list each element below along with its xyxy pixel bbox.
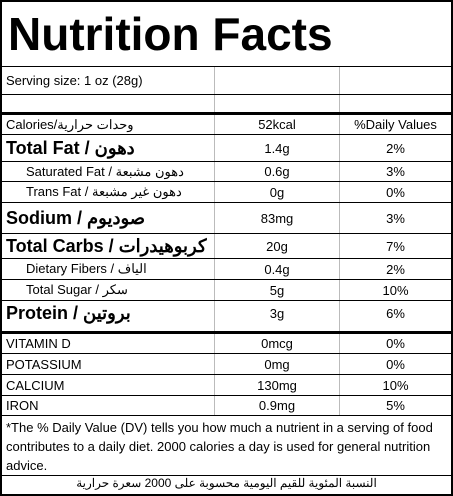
spacer-row [2,95,451,115]
amount: 83mg [215,203,340,233]
nutrient-name: Calories/وحدات حرارية [2,115,215,134]
daily-value: %Daily Values [354,117,437,132]
daily-value: 3% [386,164,405,179]
amount: 52kcal [215,115,340,134]
nutrient-name: Total Sugar / سكر [2,280,215,300]
daily-value: 7% [386,238,405,254]
amount: 0.4g [215,259,340,279]
nutrient-name: POTASSIUM [2,354,215,374]
amount: 0g [215,182,340,202]
nutrient-name: CALCIUM [2,375,215,395]
nutrient-row: Protein / بروتين 3g 6% [2,301,451,334]
nutrient-name: Protein / بروتين [2,301,215,331]
nutrient-row: Total Carbs / كربوهيدرات 20g 7% [2,234,451,259]
nutrient-row: Dietary Fibers / الياف 0.4g 2% [2,259,451,280]
nutrient-name: Total Carbs / كربوهيدرات [2,234,215,258]
nutrient-name: Dietary Fibers / الياف [2,259,215,279]
nutrient-row: VITAMIN D 0mcg 0% [2,334,451,354]
nutrient-name: IRON [2,396,215,415]
nutrient-name: Sodium / صوديوم [2,203,215,233]
amount: 0.9mg [215,396,340,415]
amount: 20g [215,234,340,258]
nutrient-row: Sodium / صوديوم 83mg 3% [2,203,451,234]
amount: 0.6g [215,162,340,181]
amount: 3g [215,301,340,331]
nutrient-row: Saturated Fat / دهون مشبعة 0.6g 3% [2,162,451,182]
daily-value: 0% [386,336,405,351]
nutrient-name: Trans Fat / دهون غير مشبعة [2,182,215,202]
amount: 0mg [215,354,340,374]
daily-value: 0% [386,356,405,372]
footnote: *The % Daily Value (DV) tells you how mu… [2,416,451,476]
nutrient-row: Trans Fat / دهون غير مشبعة 0g 0% [2,182,451,203]
amount: 0mcg [215,334,340,353]
daily-value: 10% [382,282,409,298]
daily-value: 2% [386,140,405,156]
nutrient-name: Saturated Fat / دهون مشبعة [2,162,215,181]
daily-value: 3% [386,210,405,226]
nutrient-row: Total Sugar / سكر 5g 10% [2,280,451,301]
nutrient-name: VITAMIN D [2,334,215,353]
nutrient-row: IRON 0.9mg 5% [2,396,451,416]
daily-value: 2% [386,261,405,277]
amount: 1.4g [215,135,340,161]
title: Nutrition Facts [2,2,451,67]
arabic-note: النسبة المئوية للقيم اليومية محسوبة على … [76,476,377,490]
daily-value: 0% [386,184,405,200]
amount: 5g [215,280,340,300]
nutrient-row: Total Fat / دهون 1.4g 2% [2,135,451,162]
nutrient-name: Total Fat / دهون [2,135,215,161]
daily-value: 5% [386,398,405,413]
amount: 130mg [215,375,340,395]
serving-size: Serving size: 1 oz (28g) [2,67,215,94]
nutrient-row: CALCIUM 130mg 10% [2,375,451,396]
nutrient-row: POTASSIUM 0mg 0% [2,354,451,375]
serving-row: Serving size: 1 oz (28g) [2,67,451,95]
daily-value: 6% [386,306,405,321]
nutrient-row: Calories/وحدات حرارية 52kcal %Daily Values [2,115,451,135]
daily-value: 10% [382,377,409,393]
